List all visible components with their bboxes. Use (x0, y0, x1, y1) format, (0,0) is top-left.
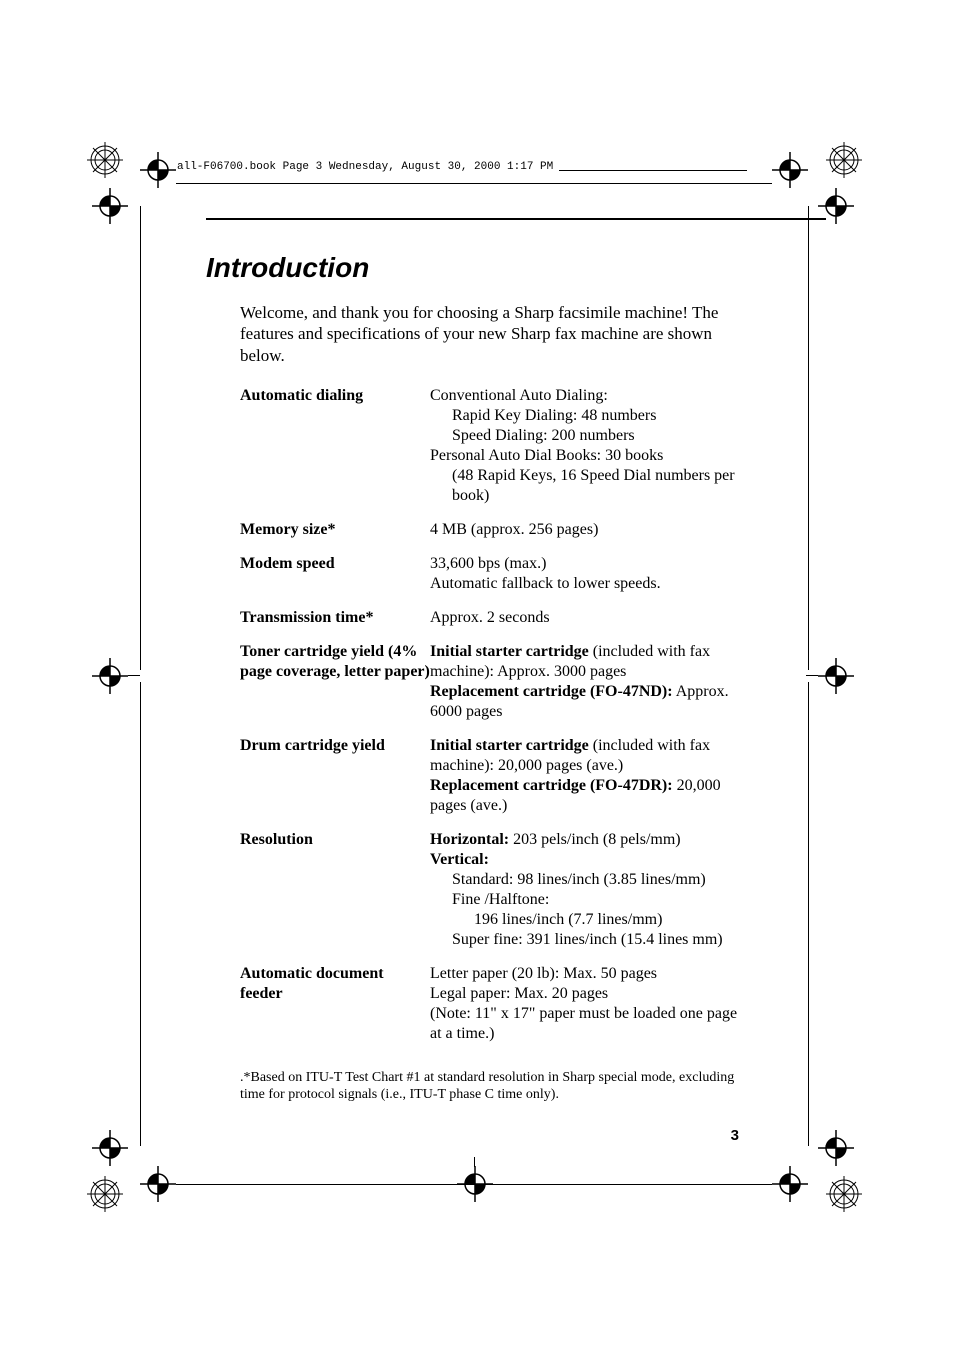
spec-value: Initial starter cartridge (included with… (430, 642, 740, 722)
spec-label: Modem speed (240, 554, 430, 594)
spec-value-line: (48 Rapid Keys, 16 Speed Dial numbers pe… (430, 466, 740, 506)
content-top-rule (206, 218, 826, 220)
page-number: 3 (731, 1127, 739, 1144)
spec-label: Toner cartridge yield (4% page coverage,… (240, 642, 430, 722)
spec-value-line: Rapid Key Dialing: 48 numbers (430, 406, 740, 426)
spec-row: Memory size*4 MB (approx. 256 pages) (240, 520, 740, 540)
crop-mark-bottom-right-target (816, 1128, 856, 1168)
spec-row: Automatic dialingConventional Auto Diali… (240, 386, 740, 506)
crop-mark-top-right-rosette (824, 140, 864, 180)
trim-line-left-lower (140, 682, 141, 1146)
spec-label: Automatic document feeder (240, 964, 430, 1044)
crop-line-mid-left (128, 675, 140, 676)
spec-value-line: 196 lines/inch (7.7 lines/mm) (430, 910, 740, 930)
spec-row: Modem speed33,600 bps (max.)Automatic fa… (240, 554, 740, 594)
crop-mark-left-target (90, 186, 130, 226)
spec-value: 4 MB (approx. 256 pages) (430, 520, 740, 540)
spec-value-line: Fine /Halftone: (430, 890, 740, 910)
spec-value: Approx. 2 seconds (430, 608, 740, 628)
trim-line-bottom (176, 1184, 772, 1185)
spec-value-line: Automatic fallback to lower speeds. (430, 574, 740, 594)
spec-value-line: Speed Dialing: 200 numbers (430, 426, 740, 446)
crop-mark-bottom-right-target2 (770, 1164, 810, 1204)
crop-mark-top-left-target (138, 150, 178, 190)
crop-mark-mid-right (816, 656, 856, 696)
spec-label: Memory size* (240, 520, 430, 540)
spec-value-line: Initial starter cartridge (included with… (430, 736, 740, 776)
spec-value-line: Letter paper (20 lb): Max. 50 pages (430, 964, 740, 984)
crop-mark-bottom-left-target2 (138, 1164, 178, 1204)
spec-row: ResolutionHorizontal: 203 pels/inch (8 p… (240, 830, 740, 950)
spec-value-line: Personal Auto Dial Books: 30 books (430, 446, 740, 466)
spec-label: Drum cartridge yield (240, 736, 430, 816)
intro-paragraph: Welcome, and thank you for choosing a Sh… (240, 302, 735, 366)
spec-value-line: 4 MB (approx. 256 pages) (430, 520, 740, 540)
spec-value: 33,600 bps (max.)Automatic fallback to l… (430, 554, 740, 594)
spec-row: Toner cartridge yield (4% page coverage,… (240, 642, 740, 722)
spec-row: Transmission time*Approx. 2 seconds (240, 608, 740, 628)
spec-value-line: Replacement cartridge (FO-47DR): 20,000 … (430, 776, 740, 816)
running-header: all-F06700.book Page 3 Wednesday, August… (177, 161, 559, 173)
spec-value: Initial starter cartridge (included with… (430, 736, 740, 816)
trim-line-right-lower (808, 682, 809, 1146)
spec-value: Horizontal: 203 pels/inch (8 pels/mm)Ver… (430, 830, 740, 950)
spec-value-line: Vertical: (430, 850, 740, 870)
spec-value-line: Horizontal: 203 pels/inch (8 pels/mm) (430, 830, 740, 850)
spec-value-line: Approx. 2 seconds (430, 608, 740, 628)
spec-value: Letter paper (20 lb): Max. 50 pagesLegal… (430, 964, 740, 1044)
spec-value-line: Initial starter cartridge (included with… (430, 642, 740, 682)
spec-value-line: 33,600 bps (max.) (430, 554, 740, 574)
footnote: .*Based on ITU-T Test Chart #1 at standa… (240, 1070, 735, 1104)
crop-mark-bottom-left-target (90, 1128, 130, 1168)
spec-value-line: (Note: 11" x 17" paper must be loaded on… (430, 1004, 740, 1044)
spec-value-line: Replacement cartridge (FO-47ND): Approx.… (430, 682, 740, 722)
page-title: Introduction (206, 252, 369, 284)
spec-value: Conventional Auto Dialing:Rapid Key Dial… (430, 386, 740, 506)
spec-value-line: Legal paper: Max. 20 pages (430, 984, 740, 1004)
crop-mark-mid-left (90, 656, 130, 696)
trim-line-top (176, 183, 772, 184)
crop-line-bottom-center (474, 1157, 475, 1167)
crop-mark-bottom-right-rosette (824, 1174, 864, 1214)
spec-value-line: Conventional Auto Dialing: (430, 386, 740, 406)
spec-row: Automatic document feederLetter paper (2… (240, 964, 740, 1044)
spec-row: Drum cartridge yieldInitial starter cart… (240, 736, 740, 816)
trim-line-right-upper (808, 206, 809, 670)
crop-mark-top-right-target (770, 150, 810, 190)
spec-value-line: Standard: 98 lines/inch (3.85 lines/mm) (430, 870, 740, 890)
spec-label: Resolution (240, 830, 430, 950)
spec-table: Automatic dialingConventional Auto Diali… (240, 386, 740, 1058)
crop-mark-top-left-rosette (85, 140, 125, 180)
crop-mark-right-target (816, 186, 856, 226)
trim-line-left-upper (140, 206, 141, 670)
crop-line-mid-right (806, 675, 818, 676)
spec-label: Transmission time* (240, 608, 430, 628)
spec-value-line: Super fine: 391 lines/inch (15.4 lines m… (430, 930, 740, 950)
crop-mark-bottom-left-rosette (85, 1174, 125, 1214)
spec-label: Automatic dialing (240, 386, 430, 506)
